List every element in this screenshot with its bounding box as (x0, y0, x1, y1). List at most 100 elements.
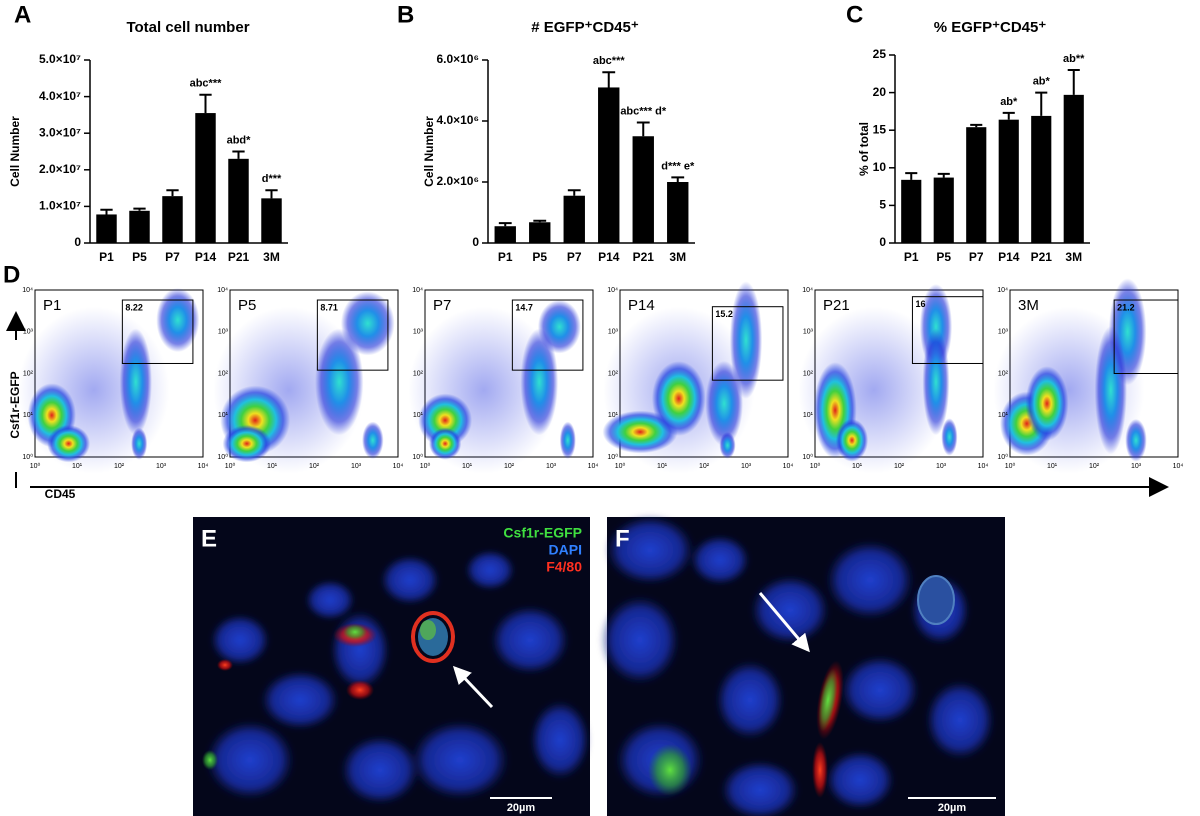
chart-title: % EGFP⁺CD45⁺ (934, 19, 1047, 36)
y-tick-label: 1.0×10⁷ (39, 199, 81, 213)
error-bar (937, 172, 950, 178)
significance-label: abc*** (190, 78, 223, 90)
error-bar (1067, 69, 1080, 95)
gate-value: 14.7 (515, 302, 533, 312)
legend-entry: Csf1r-EGFP (503, 525, 582, 541)
nucleus (925, 680, 995, 760)
cell (343, 624, 367, 640)
y-tick-label: 10⁴ (607, 287, 618, 294)
x-tick-label: 10⁴ (198, 463, 209, 470)
error-bar (166, 189, 179, 197)
bar (261, 198, 282, 243)
x-tick-label: P14 (998, 250, 1020, 264)
error-bar (232, 150, 245, 159)
bar (494, 226, 516, 243)
bar (598, 87, 620, 243)
y-tick-label: 2.0×10⁶ (436, 174, 479, 188)
nucleus (205, 720, 295, 800)
x-tick-label: P1 (498, 250, 513, 264)
panel-letter: C (846, 1, 863, 28)
error-bar (133, 207, 146, 211)
legend-entry: DAPI (549, 542, 582, 558)
y-tick-label: 10² (218, 370, 229, 377)
population (719, 431, 736, 459)
nucleus (750, 575, 830, 645)
scale-bar-label: 20µm (507, 802, 536, 814)
nucleus (825, 750, 895, 810)
panel-letter: D (3, 261, 20, 288)
y-tick-label: 10⁴ (802, 287, 813, 294)
significance-label: d*** e* (661, 160, 695, 172)
x-tick-label: 10⁰ (30, 462, 41, 470)
x-tick-label: P5 (532, 250, 547, 264)
population (1025, 366, 1069, 441)
nucleus (720, 760, 800, 816)
x-tick-label: 10² (699, 463, 710, 470)
y-tick-label: 10⁴ (412, 287, 423, 294)
x-tick-label: 10¹ (267, 463, 278, 470)
x-tick-label: 10⁴ (978, 463, 989, 470)
population (418, 393, 473, 447)
bar (228, 158, 249, 243)
nucleus (490, 605, 570, 675)
x-tick-label: P5 (132, 250, 147, 264)
flow-x-label: CD45 (45, 487, 76, 501)
y-tick-label: 5.0×10⁷ (39, 52, 81, 66)
x-tick-label: 10¹ (72, 463, 83, 470)
panel-letter: E (201, 525, 217, 552)
bar (667, 182, 689, 243)
x-tick-label: 10⁰ (810, 462, 821, 470)
x-tick-label: 10³ (546, 463, 557, 470)
x-tick-label: P21 (228, 250, 250, 264)
error-bar (498, 222, 512, 227)
x-tick-label: 10¹ (657, 463, 668, 470)
y-tick-label: 3.0×10⁷ (39, 125, 81, 139)
y-tick-label: 10² (608, 370, 619, 377)
nucleus (840, 655, 920, 725)
x-tick-label: 10¹ (462, 463, 473, 470)
bar (563, 195, 585, 243)
gate (1113, 299, 1179, 374)
gate-value: 8.71 (320, 302, 338, 312)
x-tick-label: 10³ (1131, 463, 1142, 470)
y-tick-label: 10¹ (998, 412, 1009, 419)
population (1094, 326, 1127, 455)
x-tick-label: 10² (504, 463, 515, 470)
population (1125, 418, 1147, 462)
y-tick-label: 10 (873, 160, 887, 174)
population (119, 328, 152, 436)
nucleus (825, 540, 915, 620)
y-tick-label: 10¹ (23, 412, 34, 419)
x-tick-label: 3M (263, 250, 280, 264)
plot-label: P5 (238, 297, 256, 314)
gate (711, 306, 784, 381)
y-tick-label: 10³ (608, 329, 619, 336)
y-tick-label: 5 (879, 198, 886, 212)
nucleus (530, 700, 590, 780)
plot-label: P21 (823, 297, 850, 314)
plot-label: P1 (43, 297, 61, 314)
nucleus (715, 660, 785, 740)
x-tick-label: 10⁴ (1173, 463, 1184, 470)
y-tick-label: 10³ (218, 329, 229, 336)
cell (812, 742, 828, 798)
x-tick-label: P14 (195, 250, 217, 264)
population (429, 427, 462, 460)
panel-letter: A (14, 1, 31, 28)
x-tick-label: 10³ (741, 463, 752, 470)
bar (933, 177, 954, 243)
bar (966, 127, 987, 243)
y-tick-label: 10² (413, 370, 424, 377)
error-bar (636, 121, 650, 137)
y-tick-label: 10¹ (413, 412, 424, 419)
population (520, 328, 559, 436)
x-tick-label: 10⁴ (393, 463, 404, 470)
bar (1031, 115, 1052, 243)
nuclei (205, 550, 590, 805)
error-bar (533, 219, 547, 223)
bar (129, 210, 150, 243)
error-bar (602, 71, 616, 88)
